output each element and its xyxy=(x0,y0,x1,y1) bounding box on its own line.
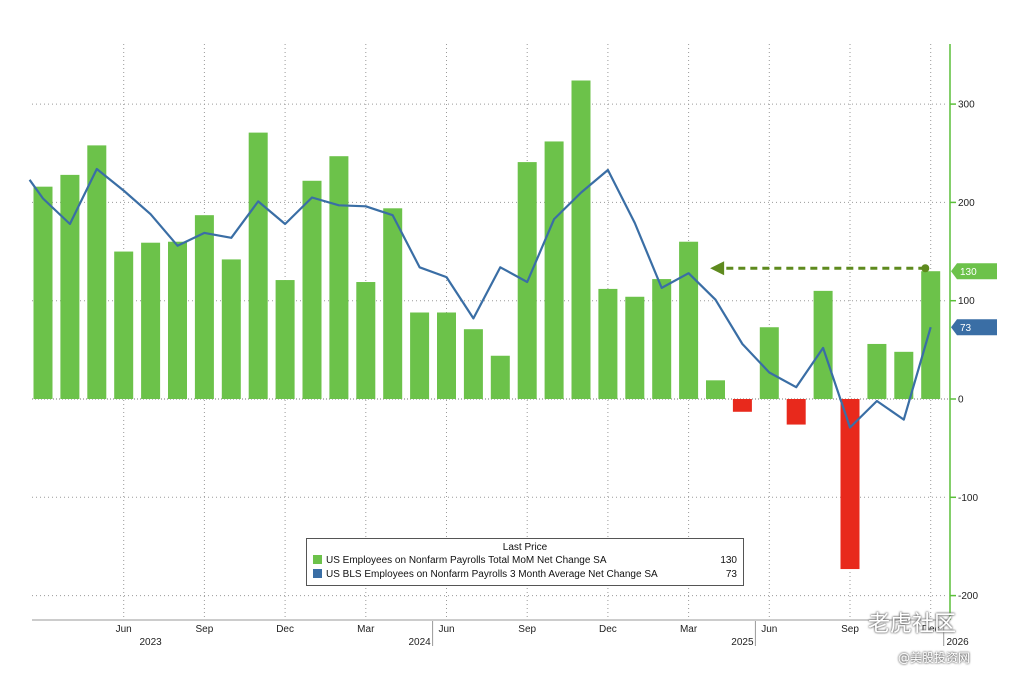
bar xyxy=(87,145,107,399)
x-tick-label: Dec xyxy=(599,624,617,635)
bar xyxy=(921,271,941,399)
x-tick-label: Jun xyxy=(438,624,454,635)
x-tick-label: Jun xyxy=(761,624,777,635)
x-tick-label: Dec xyxy=(922,624,940,635)
y-tick-label: 300 xyxy=(958,100,975,111)
bar xyxy=(732,399,752,412)
bar xyxy=(598,288,618,399)
year-label: 2025 xyxy=(731,637,754,648)
bar xyxy=(544,141,564,400)
x-tick-label: Sep xyxy=(196,624,214,635)
bar xyxy=(114,251,134,399)
bar xyxy=(571,80,591,400)
legend: Last Price US Employees on Nonfarm Payro… xyxy=(306,538,744,586)
bar xyxy=(894,351,914,399)
legend-line-entry: US BLS Employees on Nonfarm Payrolls 3 M… xyxy=(307,568,743,582)
legend-line-swatch xyxy=(313,569,322,578)
bar xyxy=(813,290,833,399)
bar xyxy=(840,399,860,570)
bar xyxy=(867,343,887,399)
bar xyxy=(437,312,456,399)
last-value-line-shape xyxy=(951,319,997,336)
bar xyxy=(490,355,510,399)
bar xyxy=(302,180,322,399)
bar xyxy=(679,241,699,399)
bar xyxy=(759,327,779,399)
y-tick-label: -200 xyxy=(958,591,978,602)
last-value-line: 73 xyxy=(951,319,997,336)
bar xyxy=(60,174,80,399)
y-tick-label: 100 xyxy=(958,296,975,307)
y-tick-label: 200 xyxy=(958,198,975,209)
legend-bars-value: 130 xyxy=(720,555,737,566)
year-label: 2024 xyxy=(408,637,431,648)
bar xyxy=(356,282,376,399)
x-tick-label: Mar xyxy=(357,624,375,635)
watermark-handle: @美股投资网 xyxy=(898,651,971,665)
legend-line-value: 73 xyxy=(725,569,737,580)
bar xyxy=(33,186,53,399)
legend-title: Last Price xyxy=(502,542,548,553)
bar xyxy=(463,329,483,399)
x-tick-label: Sep xyxy=(841,624,859,635)
bar xyxy=(221,259,241,399)
last-value-bars-text: 130 xyxy=(960,267,977,278)
bar xyxy=(625,296,645,399)
average-line xyxy=(28,167,932,429)
bar xyxy=(329,156,349,399)
bar xyxy=(168,241,187,399)
bar xyxy=(141,242,161,399)
annotation-arrow-head xyxy=(710,261,725,276)
last-value-bars: 130 xyxy=(951,263,997,280)
annotation-arrow-dot xyxy=(921,264,930,273)
x-tick-label: Jun xyxy=(116,624,132,635)
y-tick-label: 0 xyxy=(958,395,964,406)
bar xyxy=(248,132,268,399)
last-value-line-text: 73 xyxy=(960,323,972,334)
bar xyxy=(786,399,806,425)
legend-bars-swatch xyxy=(313,555,322,564)
x-tick-label: Dec xyxy=(276,624,294,635)
bar xyxy=(194,215,214,399)
year-label: 2023 xyxy=(139,637,162,648)
y-tick-label: -100 xyxy=(958,493,978,504)
legend-bars-entry: US Employees on Nonfarm Payrolls Total M… xyxy=(307,554,743,568)
bar xyxy=(383,208,403,399)
legend-bars-label: US Employees on Nonfarm Payrolls Total M… xyxy=(326,555,607,566)
x-tick-label: Mar xyxy=(680,624,698,635)
x-tick-label: Sep xyxy=(518,624,536,635)
bar xyxy=(652,279,672,399)
bar xyxy=(275,280,295,399)
year-label: 2026 xyxy=(946,637,969,648)
last-value-bars-shape xyxy=(951,263,997,280)
watermark-logo: 老虎社区 xyxy=(868,612,957,637)
legend-line-label: US BLS Employees on Nonfarm Payrolls 3 M… xyxy=(326,569,658,580)
bar xyxy=(410,312,430,399)
bar xyxy=(706,380,725,399)
